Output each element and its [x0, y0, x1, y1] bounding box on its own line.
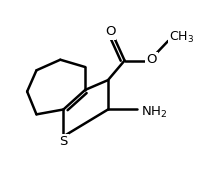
Text: O: O [146, 53, 157, 66]
Text: NH$_2$: NH$_2$ [141, 105, 168, 120]
Text: CH$_3$: CH$_3$ [169, 30, 194, 45]
Text: O: O [105, 26, 115, 38]
Text: S: S [59, 135, 68, 148]
